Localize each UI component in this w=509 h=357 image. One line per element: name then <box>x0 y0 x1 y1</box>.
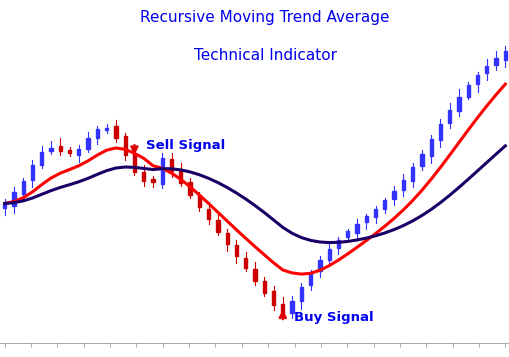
Bar <box>21 181 25 194</box>
Bar <box>188 182 191 195</box>
Bar <box>392 191 395 199</box>
Bar <box>290 301 293 313</box>
Bar <box>96 129 99 138</box>
Bar <box>169 159 173 171</box>
Bar <box>253 269 256 281</box>
Bar <box>207 209 210 220</box>
Text: Sell Signal: Sell Signal <box>145 139 224 152</box>
Bar <box>308 273 312 285</box>
Bar <box>466 85 469 97</box>
Bar <box>151 179 154 182</box>
Bar <box>132 154 136 172</box>
Bar <box>280 303 284 313</box>
Text: Technical Indicator: Technical Indicator <box>193 48 336 63</box>
Bar <box>438 125 441 140</box>
Bar <box>336 240 340 248</box>
Bar <box>234 245 238 256</box>
Bar <box>503 51 506 60</box>
Bar <box>271 291 275 305</box>
Bar <box>447 110 450 123</box>
Bar <box>494 58 497 65</box>
Bar <box>12 192 15 206</box>
Bar <box>68 150 71 153</box>
Bar <box>197 195 201 207</box>
Bar <box>475 75 478 84</box>
Text: Recursive Moving Trend Average: Recursive Moving Trend Average <box>140 10 389 25</box>
Text: Buy Signal: Buy Signal <box>293 311 373 324</box>
Bar <box>364 216 367 222</box>
Bar <box>123 136 127 155</box>
Bar <box>49 148 52 151</box>
Bar <box>346 231 349 237</box>
Bar <box>382 201 386 209</box>
Bar <box>299 287 302 301</box>
Bar <box>114 126 117 138</box>
Bar <box>142 172 145 181</box>
Bar <box>225 232 229 244</box>
Bar <box>160 158 163 184</box>
Bar <box>327 249 330 260</box>
Bar <box>262 281 265 293</box>
Bar <box>410 167 413 181</box>
Bar <box>355 223 358 233</box>
Bar <box>40 152 43 165</box>
Bar <box>401 180 404 190</box>
Bar <box>457 97 460 111</box>
Bar <box>419 154 422 166</box>
Bar <box>244 258 247 268</box>
Bar <box>179 171 182 183</box>
Bar <box>318 260 321 271</box>
Bar <box>373 209 377 217</box>
Bar <box>3 203 6 208</box>
Bar <box>484 66 488 73</box>
Bar <box>59 146 62 151</box>
Bar <box>87 138 90 150</box>
Bar <box>77 149 80 155</box>
Bar <box>429 139 432 156</box>
Bar <box>31 165 34 180</box>
Bar <box>216 220 219 232</box>
Bar <box>105 128 108 130</box>
